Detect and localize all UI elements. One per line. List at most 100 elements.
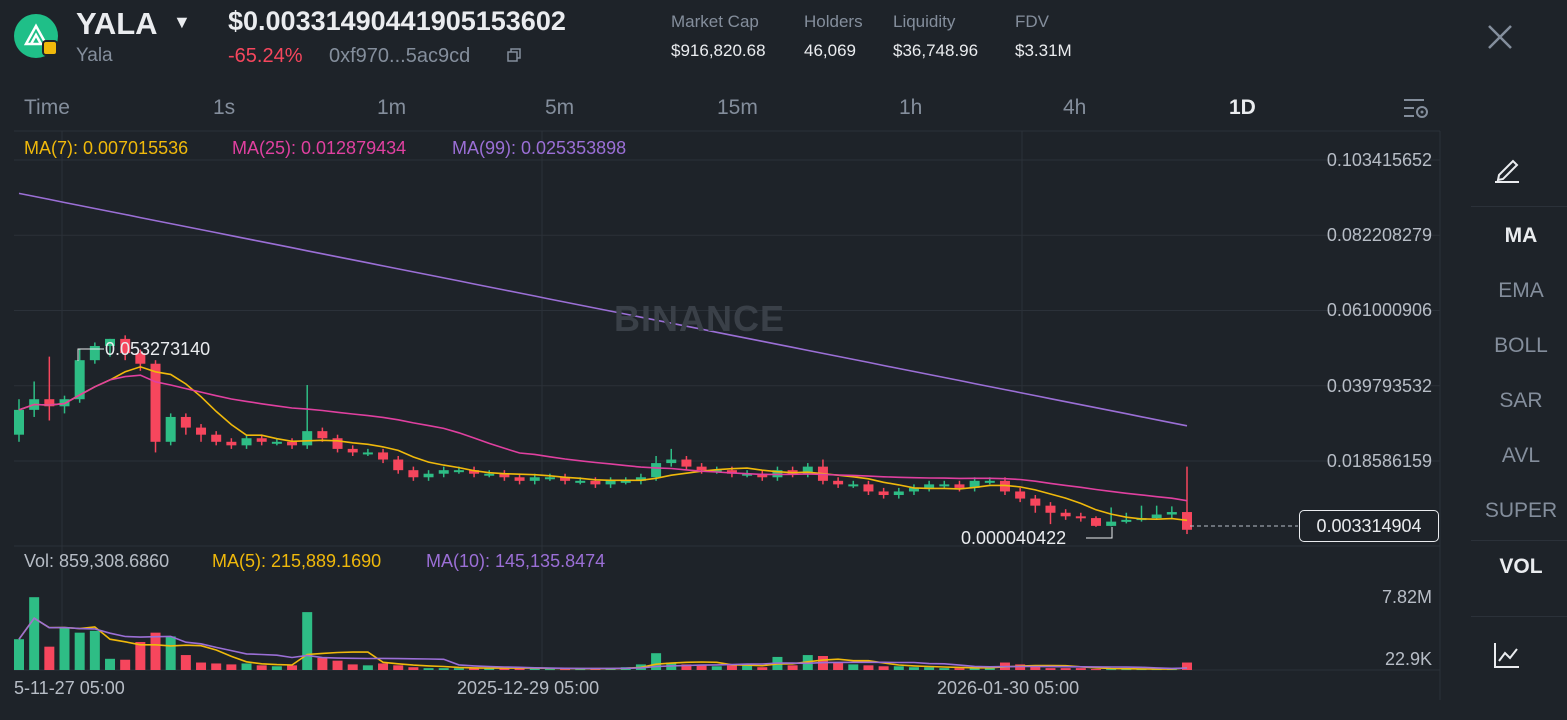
tab-15m[interactable]: 15m (717, 96, 758, 119)
volume-bar (575, 669, 586, 671)
candle-body (1106, 521, 1117, 526)
side-divider (1471, 616, 1567, 617)
candle-body (408, 470, 419, 478)
tab-5m[interactable]: 5m (545, 96, 575, 119)
candle-body (332, 438, 343, 449)
volume-bar (165, 636, 176, 670)
candle-body (226, 441, 237, 446)
x-tick-label: 5-11-27 05:00 (14, 678, 125, 698)
volume-bar (651, 653, 662, 670)
volume-bar (954, 668, 965, 670)
copy-icon[interactable] (507, 48, 521, 62)
volume-bar (1060, 668, 1071, 670)
candle-body (742, 473, 753, 476)
volume-bar (180, 655, 191, 670)
volume-ma-lines (18, 617, 1188, 670)
draw-pencil-icon[interactable] (1491, 153, 1523, 185)
indicator-ema[interactable]: EMA (1498, 279, 1544, 302)
candle-body (802, 466, 813, 474)
tab-1d[interactable]: 1D (1229, 96, 1256, 119)
candle-body (711, 470, 722, 473)
volume-bar (423, 668, 434, 670)
y-tick-label: 0.061000906 (1326, 300, 1432, 320)
indicator-boll[interactable]: BOLL (1494, 334, 1548, 357)
y-tick-label: 0.103415652 (1326, 150, 1432, 170)
indicator-sar[interactable]: SAR (1499, 389, 1543, 412)
candle-body (44, 399, 55, 407)
high-annotation-line (77, 348, 104, 361)
candle-body (347, 448, 358, 453)
close-icon[interactable] (1485, 22, 1515, 52)
candle-body (666, 459, 677, 464)
indicator-vol[interactable]: VOL (1499, 555, 1543, 578)
candle-body (120, 338, 131, 354)
candle-body (848, 484, 859, 487)
volume-bar (529, 668, 540, 670)
side-divider (1471, 540, 1567, 541)
volume-bar (408, 667, 419, 670)
candle-body (211, 434, 222, 442)
candle-body (393, 459, 404, 471)
candle-body (423, 473, 434, 478)
ma-lines (18, 365, 1188, 522)
indicator-super[interactable]: SUPER (1484, 499, 1558, 522)
candle-body (317, 431, 328, 439)
candle-body (651, 463, 662, 478)
tab-4h[interactable]: 4h (1063, 96, 1087, 119)
volume-bar (499, 668, 510, 670)
candle-body (135, 353, 146, 364)
holders-value: 46,069 (804, 41, 856, 60)
tab-1m[interactable]: 1m (377, 96, 407, 119)
candle-body (984, 480, 995, 483)
volume-bar (44, 646, 55, 670)
volume-ma5-legend: MA(5): 215,889.1690 (212, 551, 382, 571)
candle-body (438, 470, 449, 474)
volume-bar (969, 668, 980, 670)
fdv-label: FDV (1015, 12, 1049, 31)
token-symbol[interactable]: YALA (76, 6, 158, 41)
candle-body (499, 473, 510, 478)
volume-bar (1075, 668, 1086, 670)
volume-bar (833, 662, 844, 670)
volume-bar (1121, 669, 1132, 671)
volume-bar (908, 667, 919, 670)
chart-settings-icon[interactable] (1402, 96, 1430, 122)
volume-bar (863, 665, 874, 670)
volume-bar (59, 627, 70, 670)
candle-body (1045, 505, 1056, 513)
volume-bar (317, 657, 328, 670)
volume-bar (271, 666, 282, 670)
token-logo (14, 14, 58, 58)
indicator-ma[interactable]: MA (1504, 224, 1538, 247)
volume-ma10-line (18, 617, 1188, 670)
volume-bar (544, 669, 555, 671)
chart-grid (14, 130, 1441, 700)
candle-body (681, 459, 692, 467)
volume-bar (893, 666, 904, 670)
volume-bar (241, 663, 252, 670)
candle-body (105, 338, 116, 346)
volume-bar (256, 665, 267, 670)
volume-tick-label: 22.9K (1384, 649, 1432, 669)
candle-body (757, 473, 768, 478)
volume-bar (196, 662, 207, 670)
candle-body (863, 484, 874, 492)
token-dropdown-caret-icon[interactable]: ▼ (173, 12, 191, 32)
tab-1h[interactable]: 1h (899, 96, 923, 119)
volume-bar (742, 664, 753, 670)
candle-body (1166, 512, 1177, 515)
volume-bar (878, 666, 889, 670)
candle-body (560, 477, 571, 481)
indicator-avl[interactable]: AVL (1501, 444, 1541, 467)
volume-legend: Vol: 859,308.6860 (24, 551, 170, 571)
candle-body (514, 477, 525, 481)
tab-time[interactable]: Time (24, 96, 70, 119)
ma25-legend: MA(25): 0.012879434 (232, 138, 407, 158)
chart-type-icon[interactable] (1491, 639, 1523, 671)
candle-body (954, 484, 965, 488)
volume-bar (924, 667, 935, 670)
volume-bar (757, 667, 768, 670)
tab-1s[interactable]: 1s (213, 96, 236, 119)
volume-bar (514, 668, 525, 670)
